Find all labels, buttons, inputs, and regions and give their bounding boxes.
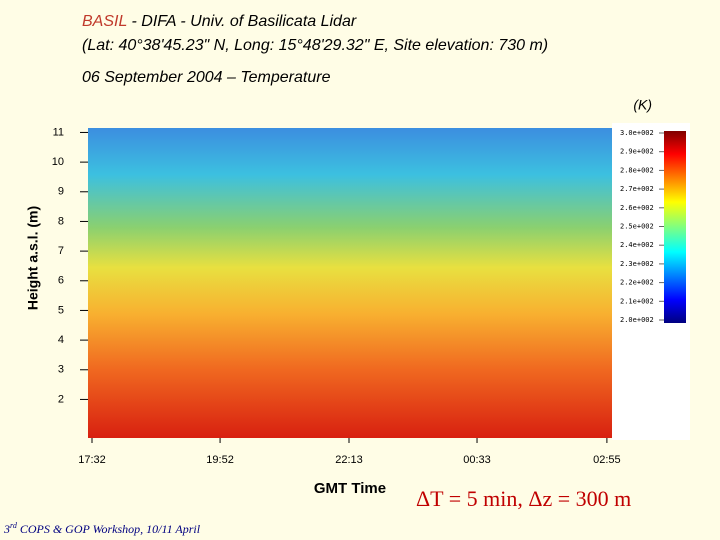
x-tick-label: 17:32 xyxy=(78,454,106,466)
heatmap xyxy=(88,128,612,438)
y-tick-label: 9 xyxy=(58,186,64,198)
y-tick-label: 2 xyxy=(58,393,64,405)
x-axis-label: GMT Time xyxy=(314,480,386,497)
y-tick-label: 10 xyxy=(52,156,64,168)
x-tick-label: 19:52 xyxy=(206,454,234,466)
title: BASIL - DIFA - Univ. of Basilicata Lidar xyxy=(82,13,357,30)
x-tick-label: 02:55 xyxy=(593,454,621,466)
y-tick-label: 8 xyxy=(58,215,64,227)
footer-number: 3 xyxy=(3,522,10,536)
y-tick-label: 4 xyxy=(58,334,64,346)
colorbar-tick-label: 2.5e+002 xyxy=(620,223,654,231)
colorbar xyxy=(664,131,686,323)
title-rest: - DIFA - Univ. of Basilicata Lidar xyxy=(127,13,357,30)
colorbar-tick-label: 2.9e+002 xyxy=(620,148,654,156)
y-tick-label: 3 xyxy=(58,364,64,376)
annotation: ΔT = 5 min, Δz = 300 m xyxy=(416,486,631,511)
colorbar-tick-label: 2.0e+002 xyxy=(620,316,654,324)
colorbar-tick-label: 2.3e+002 xyxy=(620,260,654,268)
footer-text: COPS & GOP Workshop, 10/11 April xyxy=(17,522,201,536)
y-tick-label: 5 xyxy=(58,304,64,316)
colorbar-tick-label: 2.2e+002 xyxy=(620,279,654,287)
colorbar-tick-label: 3.0e+002 xyxy=(620,129,654,137)
colorbar-tick-label: 2.8e+002 xyxy=(620,166,654,174)
y-tick-label: 6 xyxy=(58,275,64,287)
location: (Lat: 40°38'45.23" N, Long: 15°48'29.32"… xyxy=(82,37,548,54)
footer-suffix: rd xyxy=(10,521,18,530)
footer: 3rd COPS & GOP Workshop, 10/11 April xyxy=(3,521,201,536)
title-highlight: BASIL xyxy=(82,13,127,30)
subtitle: 06 September 2004 – Temperature xyxy=(82,69,331,86)
y-tick-label: 7 xyxy=(58,245,64,257)
colorbar-tick-label: 2.6e+002 xyxy=(620,204,654,212)
colorbar-tick-label: 2.4e+002 xyxy=(620,241,654,249)
colorbar-tick-label: 2.1e+002 xyxy=(620,297,654,305)
x-tick-label: 00:33 xyxy=(463,454,491,466)
y-tick-label: 11 xyxy=(53,126,64,138)
colorbar-label: (K) xyxy=(633,97,652,113)
y-axis-label: Height a.s.l. (m) xyxy=(25,206,41,310)
x-tick-label: 22:13 xyxy=(335,454,363,466)
colorbar-tick-label: 2.7e+002 xyxy=(620,185,654,193)
